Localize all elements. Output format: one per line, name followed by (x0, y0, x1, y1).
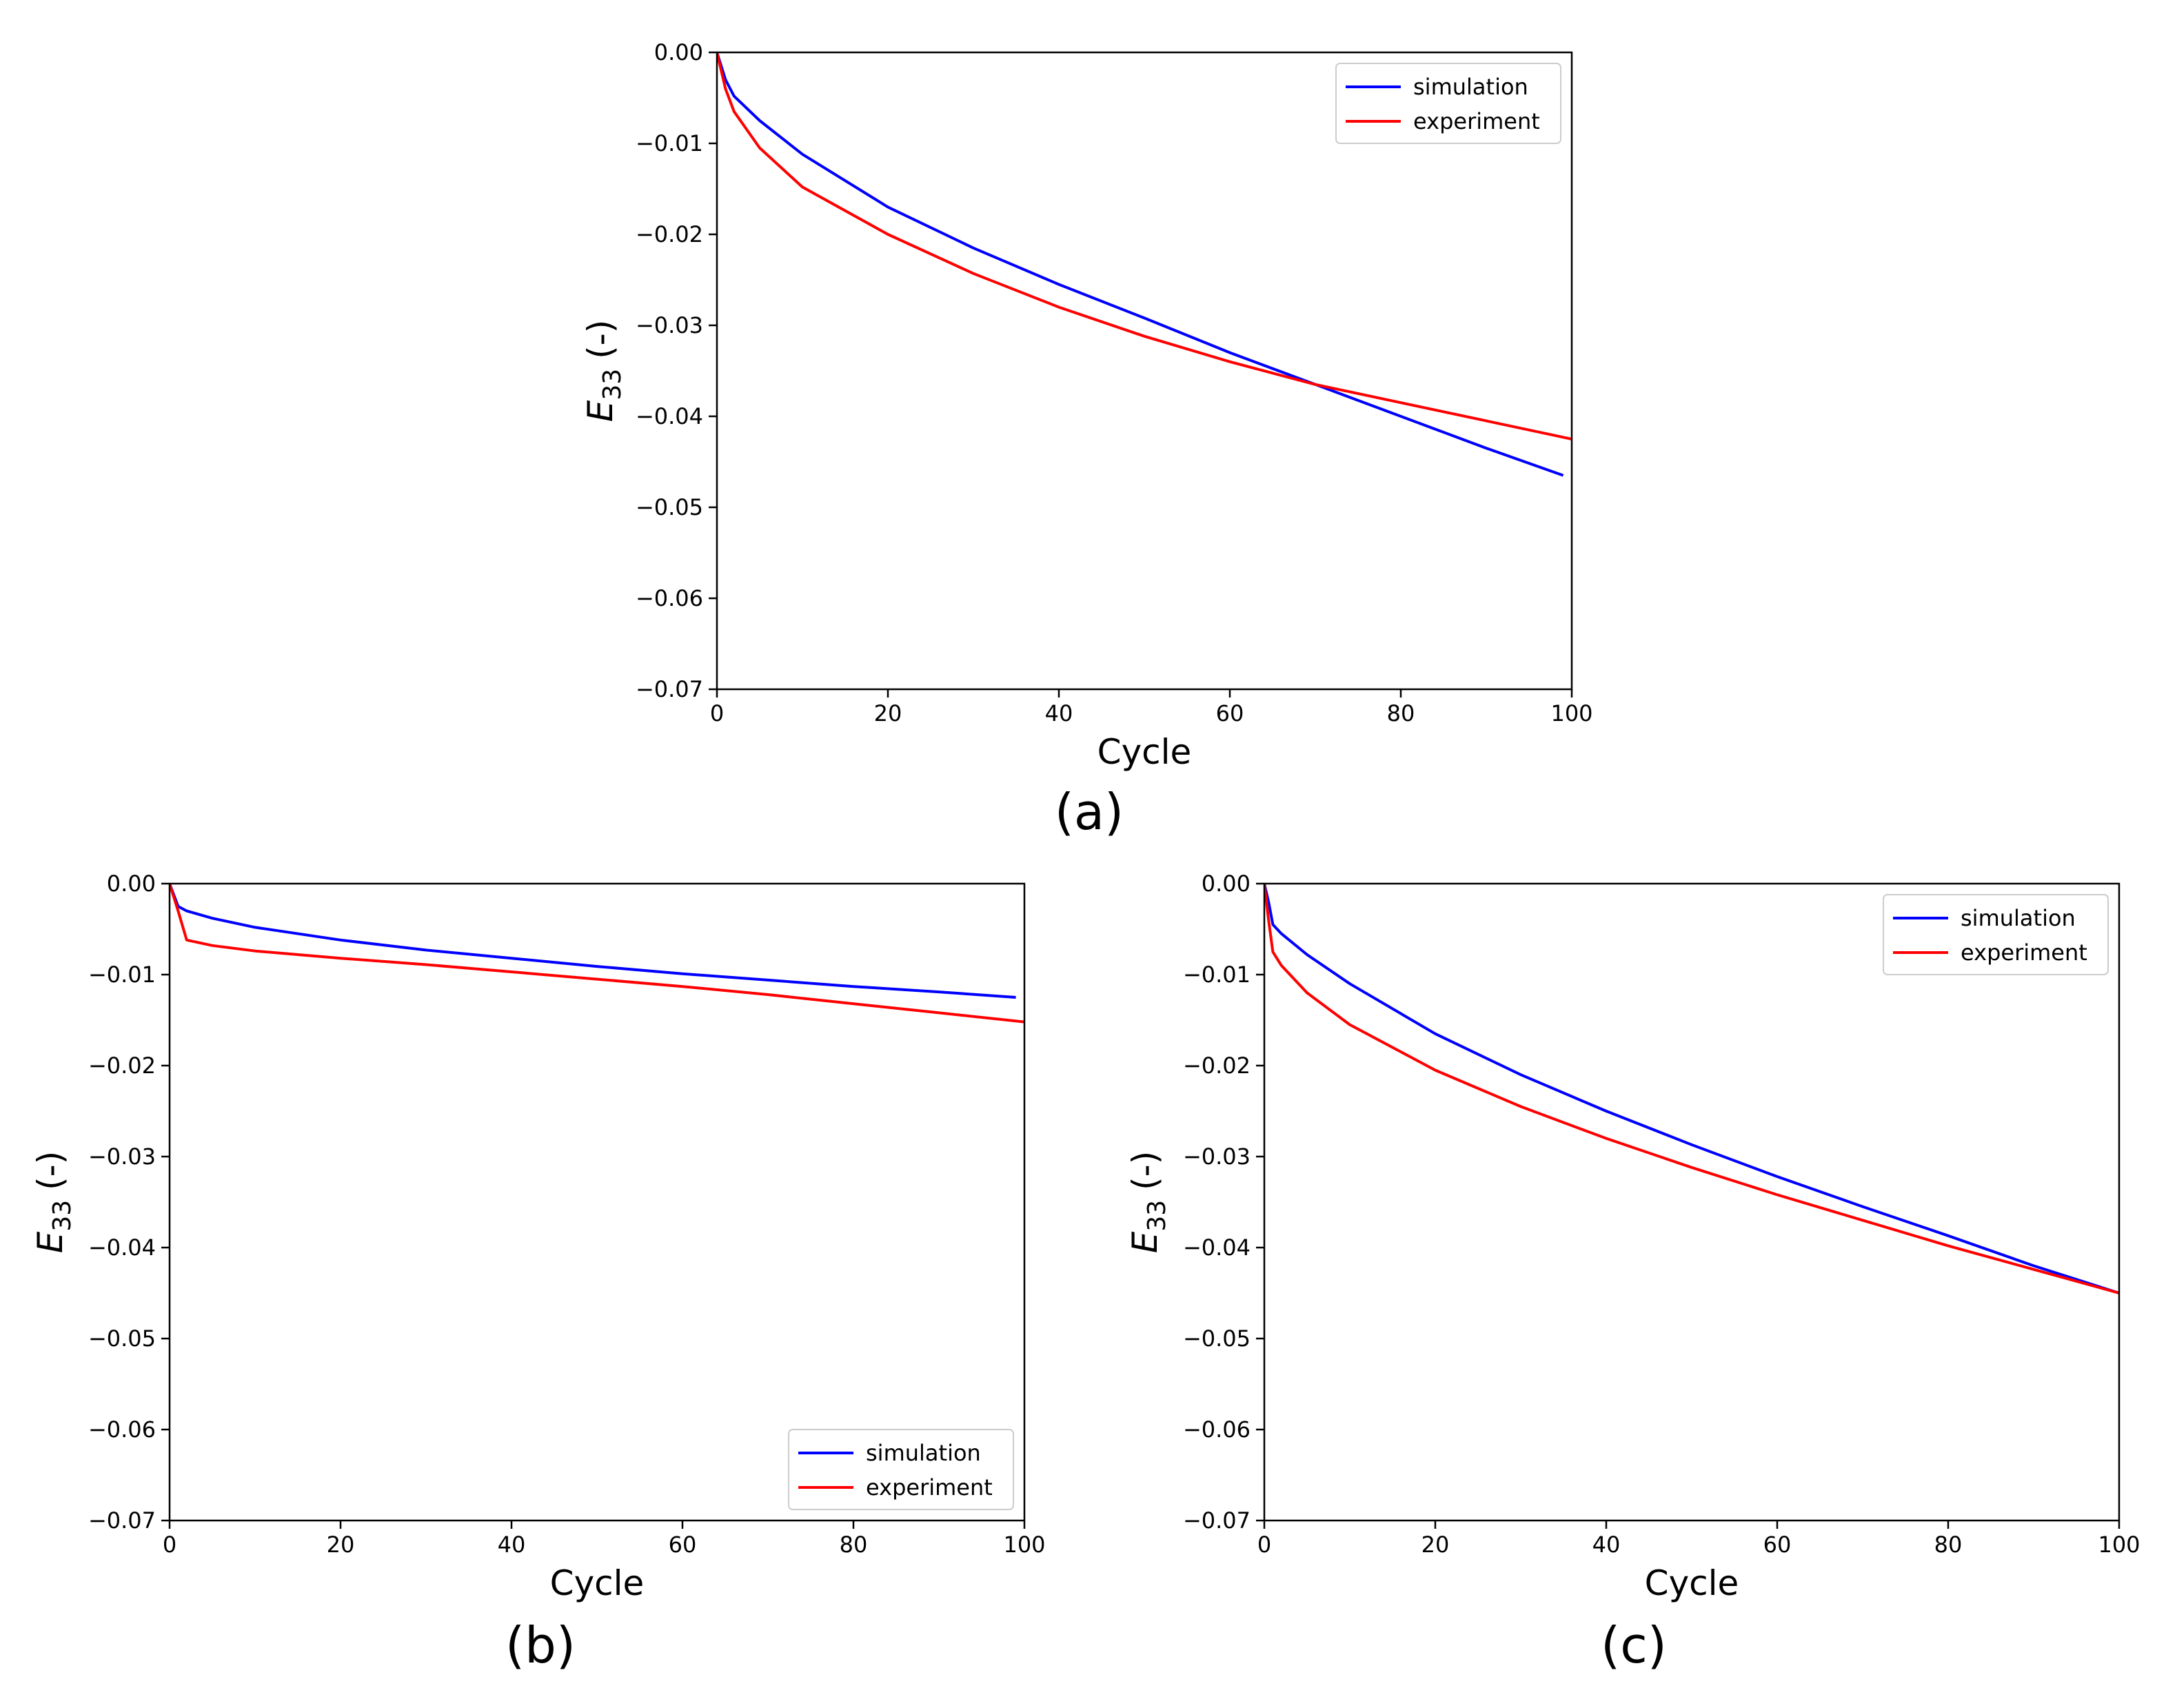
x-axis-title: Cycle (1645, 1563, 1739, 1603)
y-tick-label: −0.03 (88, 1143, 156, 1170)
x-tick-label: 60 (669, 1532, 697, 1558)
series-line-experiment (170, 884, 1024, 1024)
y-tick-label: −0.04 (1183, 1234, 1251, 1261)
x-tick-label: 100 (1003, 1532, 1045, 1558)
x-tick-label: 80 (840, 1532, 868, 1558)
x-tick-label: 80 (1387, 700, 1415, 726)
y-tick-label: −0.05 (1183, 1325, 1251, 1352)
y-tick-label: 0.00 (1202, 871, 1251, 897)
series-line-simulation (170, 884, 1016, 999)
y-axis-title: E33 (-) (1125, 1151, 1171, 1253)
legend-box (1883, 894, 2109, 975)
y-tick-label: −0.01 (1183, 962, 1251, 988)
panel-a: 0 20 40 60 80 100 0.00 −0.01 −0.02 −0.03 −0.04 −0.0… (580, 39, 1593, 841)
legend-box (788, 1429, 1014, 1510)
y-tick-label: −0.05 (636, 494, 703, 520)
y-tick-label: −0.07 (88, 1507, 156, 1534)
x-tick-label: 60 (1216, 700, 1244, 726)
y-axis-title-sub: 33 (48, 1200, 77, 1232)
y-axis-title: E33 (-) (30, 1151, 77, 1253)
y-tick-label: −0.07 (636, 676, 703, 702)
y-tick-label: −0.03 (1183, 1143, 1251, 1170)
y-tick-label: −0.03 (636, 312, 703, 338)
x-tick-label: 0 (1257, 1532, 1271, 1558)
x-axis-title: Cycle (550, 1563, 645, 1603)
y-axis-title-main: E (580, 400, 620, 422)
y-tick-label: −0.04 (636, 403, 703, 429)
x-tick-label: 0 (710, 700, 724, 726)
legend-label-simulation: simulation (866, 1440, 981, 1466)
y-tick-label: 0.00 (107, 871, 156, 897)
plot-frame (1263, 882, 2121, 1522)
y-axis-title-suffix: (-) (580, 320, 620, 359)
y-axis-title-suffix: (-) (30, 1151, 70, 1190)
x-tick-label: 20 (874, 700, 902, 726)
y-tick-label: 0.00 (654, 39, 703, 65)
panel-label-a: (a) (1055, 783, 1124, 841)
panel-label-b: (b) (505, 1616, 576, 1674)
x-tick-label: 80 (1934, 1532, 1963, 1558)
x-tick-label: 20 (1421, 1532, 1450, 1558)
panel-b: 0 20 40 60 80 100 0.00 −0.01 −0.02 −0.03 −0.04 −0.0… (30, 871, 1046, 1674)
x-tick-label: 20 (327, 1532, 355, 1558)
series-line-experiment (717, 52, 1572, 440)
y-axis-title-sub: 33 (598, 369, 627, 400)
plot-frame (716, 51, 1573, 691)
x-tick-label: 60 (1763, 1532, 1792, 1558)
y-tick-label: −0.02 (1183, 1053, 1251, 1079)
legend-label-experiment: experiment (866, 1474, 993, 1501)
y-tick-label: −0.02 (636, 221, 703, 247)
series-line-experiment (1264, 884, 2119, 1294)
y-axis-title-main: E (30, 1231, 70, 1253)
x-axis-title: Cycle (1097, 732, 1192, 772)
y-tick-label: −0.06 (88, 1416, 156, 1443)
y-tick-label: −0.06 (636, 585, 703, 611)
y-axis-title-suffix: (-) (1125, 1151, 1165, 1190)
panel-c: 0 20 40 60 80 100 0.00 −0.01 −0.02 −0.03 −0.04 −0.0… (1125, 871, 2140, 1674)
legend-label-simulation: simulation (1961, 905, 2076, 931)
y-tick-label: −0.04 (88, 1234, 156, 1261)
y-axis-title-main: E (1125, 1231, 1165, 1253)
y-axis-title-sub: 33 (1143, 1200, 1171, 1232)
x-tick-label: 100 (2098, 1532, 2140, 1558)
series-line-simulation (1264, 884, 2119, 1294)
legend-box (1335, 63, 1561, 144)
y-tick-label: −0.02 (88, 1053, 156, 1079)
x-tick-label: 40 (1592, 1532, 1621, 1558)
plot-frame (168, 882, 1026, 1522)
x-tick-label: 100 (1550, 700, 1592, 726)
y-tick-label: −0.01 (636, 130, 703, 156)
legend-label-simulation: simulation (1413, 74, 1528, 100)
y-axis-title: E33 (-) (580, 320, 627, 422)
legend-label-experiment: experiment (1413, 108, 1540, 134)
y-tick-label: −0.01 (88, 962, 156, 988)
x-tick-label: 40 (498, 1532, 526, 1558)
y-tick-label: −0.05 (88, 1325, 156, 1352)
series-line-simulation (717, 52, 1564, 477)
legend-label-experiment: experiment (1961, 939, 2087, 966)
y-tick-label: −0.07 (1183, 1507, 1251, 1534)
x-tick-label: 40 (1045, 700, 1073, 726)
y-tick-label: −0.06 (1183, 1416, 1251, 1443)
panel-label-c: (c) (1601, 1616, 1667, 1674)
x-tick-label: 0 (163, 1532, 176, 1558)
